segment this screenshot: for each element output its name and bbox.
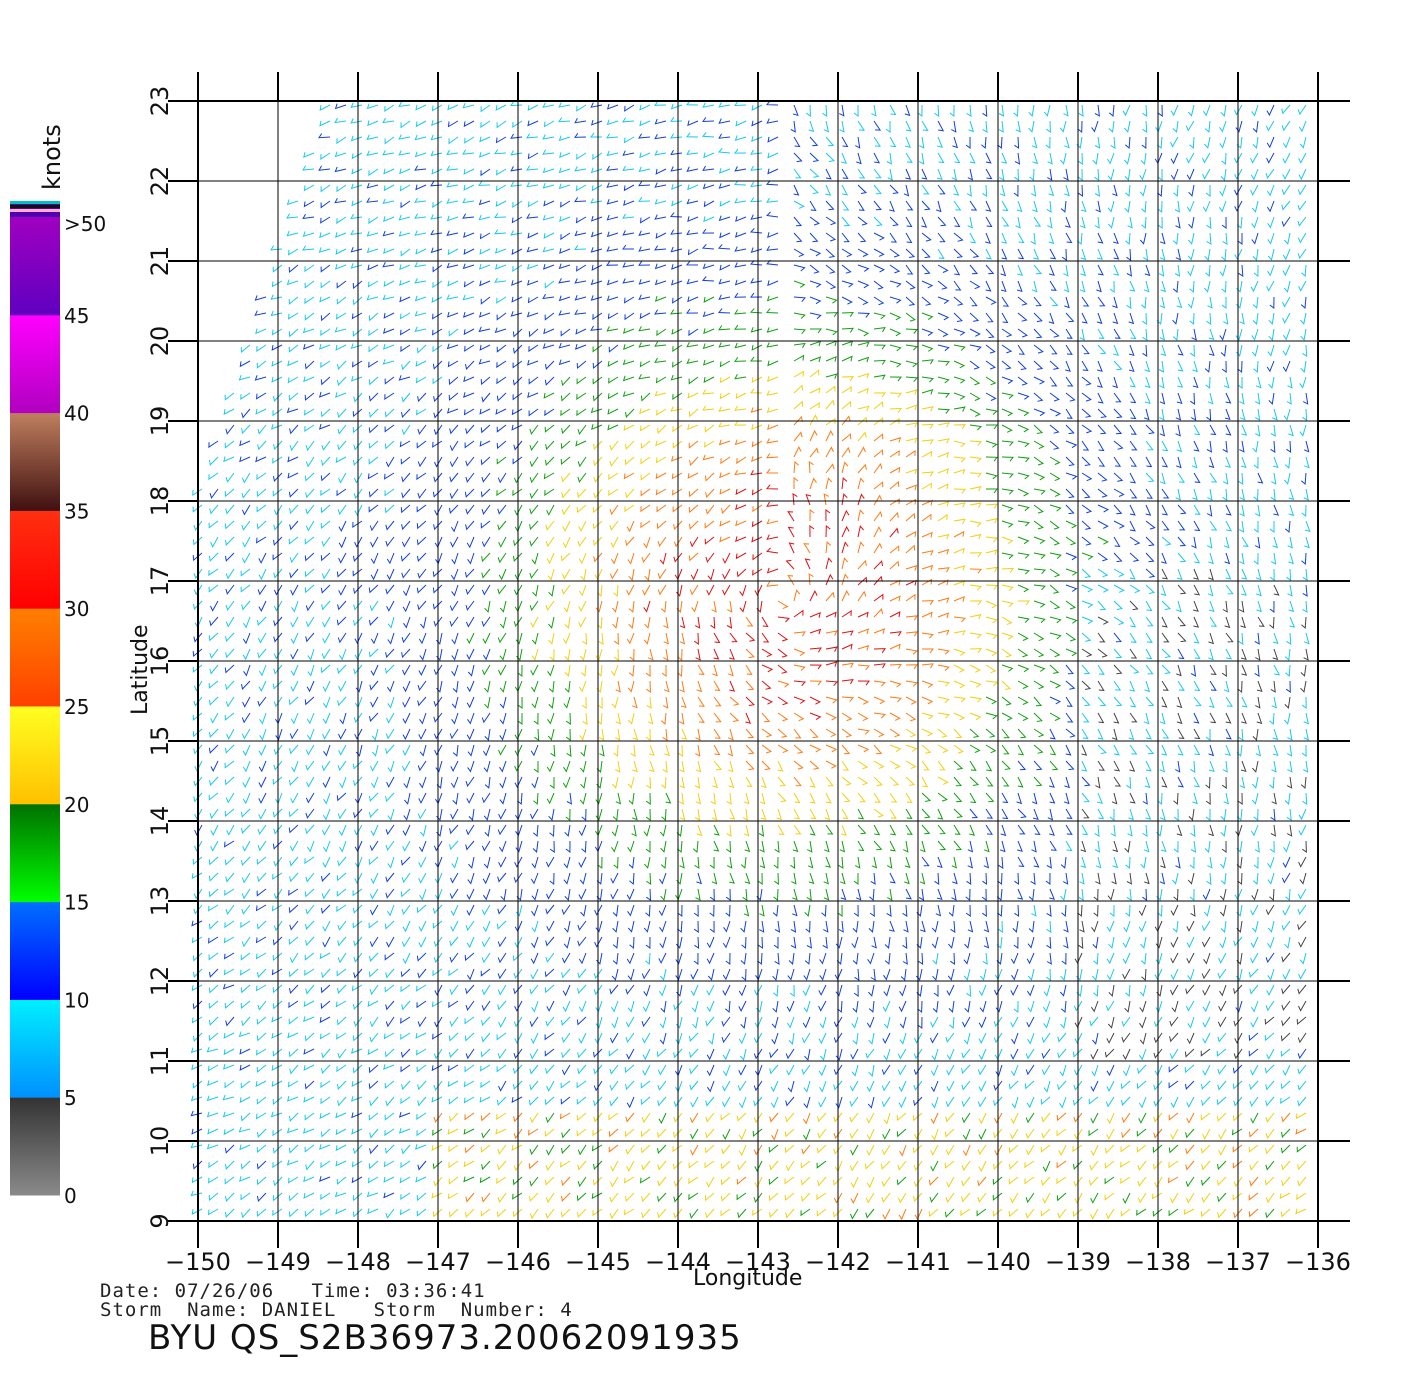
colorbar-segment-40 <box>10 314 60 414</box>
y-tick-label: 15 <box>146 726 174 757</box>
colorbar-segment-5 <box>10 999 60 1098</box>
colorbar-segment-45 <box>10 217 60 316</box>
colorbar-segment-10 <box>10 901 60 1000</box>
x-tick-label: −147 <box>405 1248 471 1276</box>
date-time-line: Date: 07/26/06 Time: 03:36:41 <box>100 1280 486 1302</box>
lat-lon-grid <box>197 100 1319 1222</box>
colorbar-label-20: 20 <box>64 793 89 817</box>
y-tick-label: 17 <box>146 566 174 597</box>
colorbar-label-45: 45 <box>64 304 89 328</box>
x-tick-label: −141 <box>885 1248 951 1276</box>
y-tick-label: 20 <box>146 326 174 357</box>
x-tick-label: −145 <box>565 1248 631 1276</box>
y-tick-label: 11 <box>146 1046 174 1077</box>
colorbar: 0 5 10 15 20 25 30 35 40 45 >50 knots <box>10 124 106 1208</box>
x-tick-label: −150 <box>165 1248 231 1276</box>
colorbar-label-5: 5 <box>64 1086 77 1110</box>
colorbar-label-10: 10 <box>64 988 89 1012</box>
x-tick-label: −140 <box>965 1248 1031 1276</box>
colorbar-segment-0 <box>10 1097 60 1196</box>
x-tick-label: −143 <box>725 1248 791 1276</box>
y-tick-label: 12 <box>146 966 174 997</box>
axis-ticks: −150 −149 −148 −147 −146 −145 −144 −143 −142 −141… <box>146 72 1351 1276</box>
x-tick-label: −149 <box>245 1248 311 1276</box>
x-tick-label: −146 <box>485 1248 551 1276</box>
colorbar-segment-20 <box>10 706 60 805</box>
x-tick-label: −139 <box>1045 1248 1111 1276</box>
x-tick-label: −137 <box>1205 1248 1271 1276</box>
y-tick-label: 19 <box>146 406 174 437</box>
y-tick-label: 16 <box>146 646 174 677</box>
colorbar-label-0: 0 <box>64 1184 77 1208</box>
y-tick-label: 23 <box>146 86 174 117</box>
colorbar-label-15: 15 <box>64 891 89 915</box>
y-tick-label: 18 <box>146 486 174 517</box>
y-tick-label: 10 <box>146 1126 174 1157</box>
colorbar-segment-25 <box>10 608 60 707</box>
colorbar-label-40: 40 <box>64 402 89 426</box>
colorbar-segment-15 <box>10 803 60 903</box>
x-axis-title: Longitude <box>693 1266 803 1291</box>
colorbar-label-25: 25 <box>64 695 89 719</box>
storm-info-line: Storm Name: DANIEL Storm Number: 4 <box>100 1299 573 1321</box>
colorbar-segment-35 <box>10 412 60 511</box>
y-tick-label: 21 <box>146 246 174 277</box>
y-tick-label: 13 <box>146 886 174 917</box>
y-tick-label: 9 <box>146 1213 174 1228</box>
y-tick-label: 22 <box>146 166 174 197</box>
x-tick-label: −138 <box>1125 1248 1191 1276</box>
x-tick-label: −136 <box>1285 1248 1351 1276</box>
colorbar-unit-label: knots <box>38 124 66 190</box>
colorbar-segment-30 <box>10 510 60 609</box>
colorbar-label-over50: >50 <box>64 212 106 236</box>
y-tick-label: 14 <box>146 806 174 837</box>
wind-vectors <box>190 100 1311 1221</box>
product-title: BYU QS_S2B36973.20062091935 <box>148 1318 742 1358</box>
colorbar-label-35: 35 <box>64 499 89 523</box>
colorbar-label-30: 30 <box>64 597 89 621</box>
y-axis-title: Latitude <box>128 624 153 715</box>
x-tick-label: −148 <box>325 1248 391 1276</box>
wind-barb <box>319 104 331 112</box>
x-tick-label: −142 <box>805 1248 871 1276</box>
x-tick-label: −144 <box>645 1248 711 1276</box>
